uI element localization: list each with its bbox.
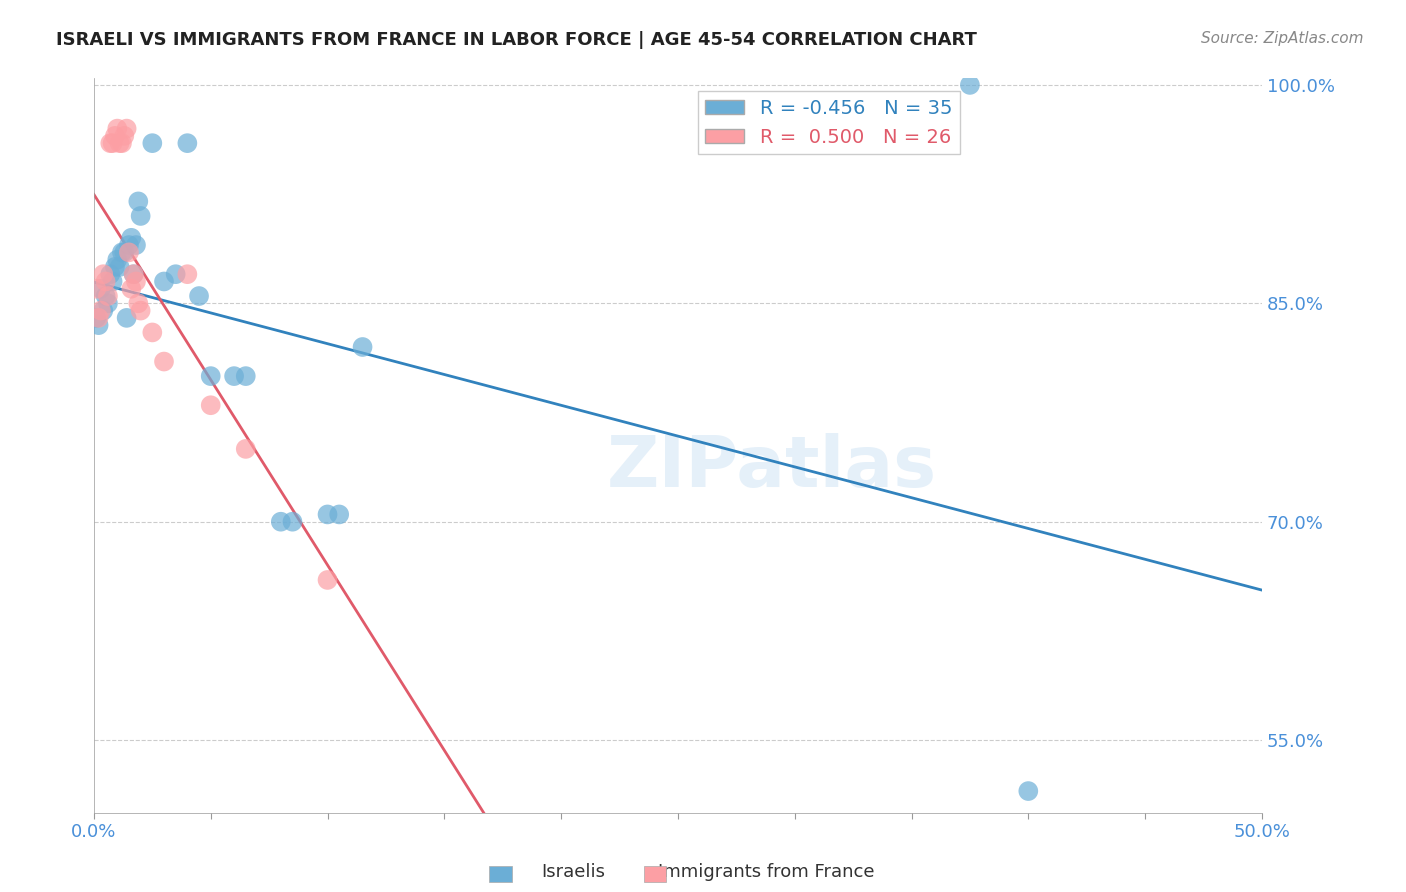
Point	[90, 282, 112, 296]
Point	[112, 128, 135, 143]
Point	[115, 310, 138, 325]
Point	[105, 252, 128, 267]
Point	[235, 442, 257, 456]
Point	[188, 289, 211, 303]
Text: ISRAELI VS IMMIGRANTS FROM FRANCE IN LABOR FORCE | AGE 45-54 CORRELATION CHART: ISRAELI VS IMMIGRANTS FROM FRANCE IN LAB…	[56, 31, 977, 49]
Point	[141, 136, 163, 150]
Point	[352, 340, 374, 354]
Point	[200, 369, 222, 384]
Point	[112, 245, 135, 260]
Point	[153, 354, 176, 368]
Point	[122, 267, 145, 281]
Point	[118, 238, 141, 252]
Point	[122, 267, 145, 281]
Point	[118, 245, 141, 260]
Point	[87, 310, 110, 325]
Point	[101, 136, 124, 150]
Text: Israelis: Israelis	[541, 863, 606, 881]
Point	[129, 209, 152, 223]
Point	[281, 515, 304, 529]
Text: Source: ZipAtlas.com: Source: ZipAtlas.com	[1201, 31, 1364, 46]
Point	[108, 260, 131, 274]
Point	[316, 508, 339, 522]
Point	[127, 194, 149, 209]
Legend: R = -0.456   N = 35, R =  0.500   N = 26: R = -0.456 N = 35, R = 0.500 N = 26	[697, 91, 960, 154]
Point	[115, 121, 138, 136]
Point	[98, 267, 121, 281]
Point	[111, 245, 134, 260]
Point	[1017, 784, 1039, 798]
Point	[165, 267, 187, 281]
Point	[235, 369, 257, 384]
Point	[129, 303, 152, 318]
Point	[959, 78, 981, 92]
Point	[125, 238, 148, 252]
Point	[105, 121, 128, 136]
Point	[176, 267, 198, 281]
Point	[141, 326, 163, 340]
Point	[125, 275, 148, 289]
Point	[84, 282, 107, 296]
Point	[270, 515, 292, 529]
Point	[111, 136, 134, 150]
Point	[98, 136, 121, 150]
Point	[104, 260, 127, 274]
Point	[94, 275, 117, 289]
Point	[328, 508, 350, 522]
Point	[127, 296, 149, 310]
Text: Immigrants from France: Immigrants from France	[658, 863, 875, 881]
Point	[97, 296, 120, 310]
Point	[90, 303, 112, 318]
Point	[316, 573, 339, 587]
Point	[222, 369, 245, 384]
Point	[97, 289, 120, 303]
Point	[101, 275, 124, 289]
Point	[120, 231, 142, 245]
Point	[120, 282, 142, 296]
Point	[94, 289, 117, 303]
Point	[176, 136, 198, 150]
Point	[84, 310, 107, 325]
Point	[91, 303, 114, 318]
Point	[87, 318, 110, 333]
Point	[108, 136, 131, 150]
Point	[200, 398, 222, 412]
Text: ZIPatlas: ZIPatlas	[606, 433, 936, 502]
Point	[153, 275, 176, 289]
Point	[104, 128, 127, 143]
Point	[91, 267, 114, 281]
